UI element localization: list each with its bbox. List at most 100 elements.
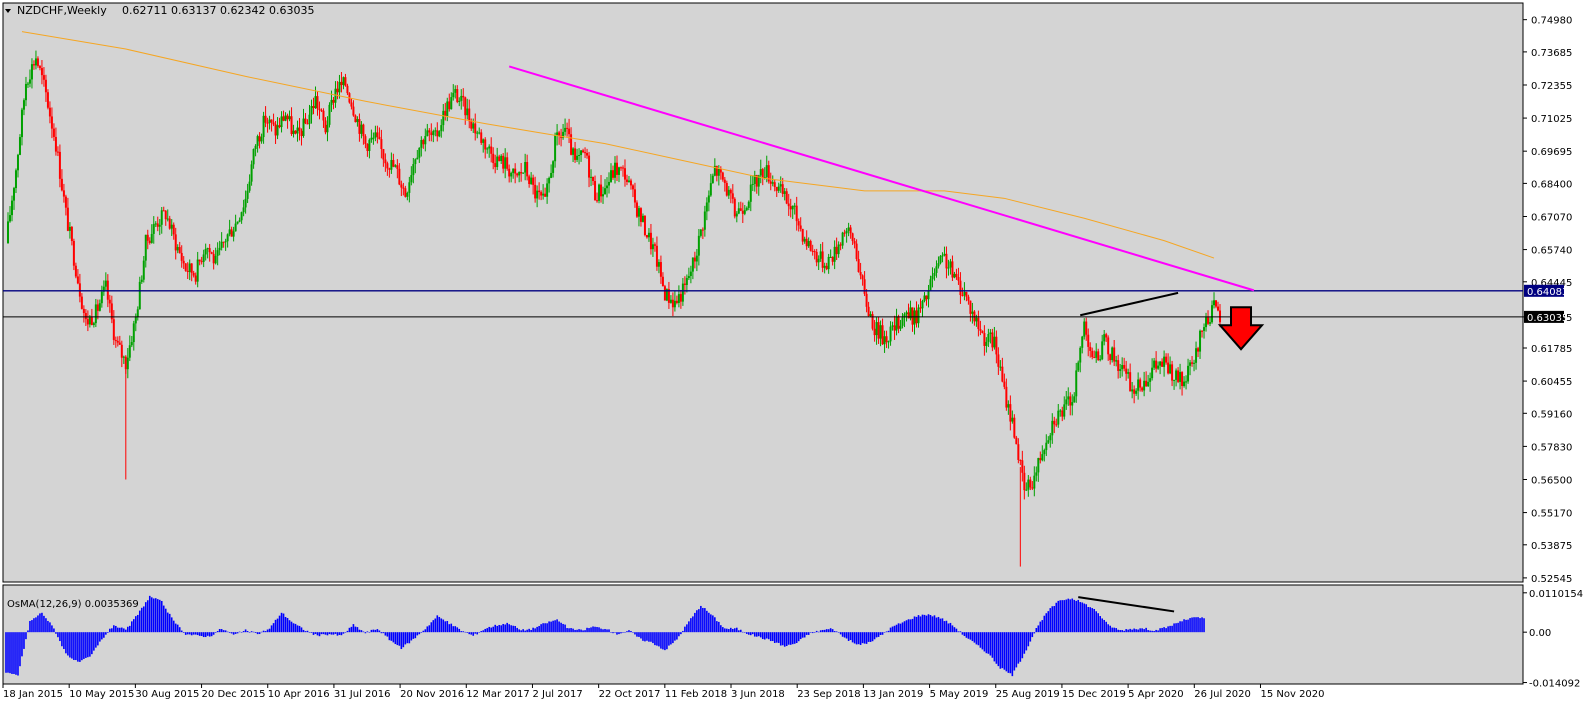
candle-body[interactable] <box>248 181 251 191</box>
candle-body[interactable] <box>681 283 684 302</box>
candle-body[interactable] <box>987 334 990 342</box>
candle-body[interactable] <box>733 198 736 217</box>
candle-body[interactable] <box>793 205 796 207</box>
candle-body[interactable] <box>795 205 798 222</box>
candle-body[interactable] <box>606 185 609 189</box>
candle-body[interactable] <box>715 165 718 176</box>
price-panel[interactable] <box>2 2 1524 583</box>
candle-body[interactable] <box>1167 362 1170 374</box>
candle-body[interactable] <box>901 317 904 326</box>
candle-body[interactable] <box>360 124 363 134</box>
candle-body[interactable] <box>512 168 515 174</box>
candle-body[interactable] <box>44 79 47 93</box>
candle-body[interactable] <box>432 131 435 136</box>
descending-trendline[interactable] <box>508 65 1255 292</box>
candle-body[interactable] <box>797 221 800 226</box>
candle-body[interactable] <box>300 130 303 137</box>
candle-body[interactable] <box>1119 369 1122 371</box>
candle-body[interactable] <box>675 300 678 303</box>
candle-body[interactable] <box>765 165 768 177</box>
candle-body[interactable] <box>1087 334 1090 347</box>
candle-body[interactable] <box>376 132 379 137</box>
candle-body[interactable] <box>82 308 85 314</box>
candle-body[interactable] <box>845 230 848 234</box>
candle-body[interactable] <box>380 139 383 150</box>
candle-body[interactable] <box>476 132 479 134</box>
candle-body[interactable] <box>975 317 978 322</box>
candle-body[interactable] <box>478 132 481 134</box>
candle-body[interactable] <box>176 247 179 251</box>
candle-body[interactable] <box>655 245 658 267</box>
candle-body[interactable] <box>665 289 668 301</box>
candle-body[interactable] <box>891 325 894 327</box>
candle-body[interactable] <box>945 253 948 269</box>
candle-body[interactable] <box>859 271 862 276</box>
candle-body[interactable] <box>50 116 53 129</box>
candle-body[interactable] <box>60 178 63 191</box>
candle-body[interactable] <box>667 289 670 303</box>
candle-body[interactable] <box>743 210 746 214</box>
candle-body[interactable] <box>871 314 874 329</box>
candle-body[interactable] <box>400 184 403 188</box>
candle-body[interactable] <box>454 89 457 93</box>
candle-body[interactable] <box>578 154 581 156</box>
candle-body[interactable] <box>927 290 930 300</box>
candle-body[interactable] <box>182 260 185 264</box>
candle-body[interactable] <box>14 170 17 189</box>
candle-body[interactable] <box>1053 420 1056 425</box>
candle-body[interactable] <box>118 342 121 345</box>
candle-body[interactable] <box>304 118 307 124</box>
candle-body[interactable] <box>536 190 539 199</box>
dropdown-triangle-icon[interactable] <box>5 9 11 13</box>
candle-body[interactable] <box>749 184 752 202</box>
candle-body[interactable] <box>128 345 131 358</box>
candle-body[interactable] <box>853 241 856 244</box>
candle-body[interactable] <box>777 186 780 191</box>
candle-body[interactable] <box>146 234 149 241</box>
candle-body[interactable] <box>164 210 167 220</box>
candle-body[interactable] <box>456 89 459 102</box>
candle-body[interactable] <box>28 79 31 84</box>
candle-body[interactable] <box>1127 372 1130 374</box>
candle-body[interactable] <box>480 132 483 143</box>
candle-body[interactable] <box>16 154 19 171</box>
candle-body[interactable] <box>568 128 571 135</box>
candle-body[interactable] <box>1191 362 1194 364</box>
candle-body[interactable] <box>1069 396 1072 406</box>
candle-body[interactable] <box>1169 364 1172 374</box>
candle-body[interactable] <box>342 77 345 86</box>
candle-body[interactable] <box>12 188 15 201</box>
candle-body[interactable] <box>266 122 269 124</box>
candle-body[interactable] <box>116 340 119 343</box>
candle-body[interactable] <box>1023 472 1026 491</box>
candle-body[interactable] <box>641 215 644 222</box>
candle-body[interactable] <box>200 261 203 263</box>
candle-body[interactable] <box>1185 381 1188 383</box>
candle-body[interactable] <box>635 202 638 217</box>
candle-body[interactable] <box>18 137 21 155</box>
candle-body[interactable] <box>388 168 391 170</box>
candle-body[interactable] <box>144 234 147 261</box>
candle-body[interactable] <box>895 316 898 331</box>
candle-body[interactable] <box>939 256 942 264</box>
candle-body[interactable] <box>242 207 245 213</box>
candle-body[interactable] <box>703 211 706 230</box>
candle-body[interactable] <box>592 176 595 182</box>
candle-body[interactable] <box>683 283 686 285</box>
candle-body[interactable] <box>1203 327 1206 331</box>
candle-body[interactable] <box>1049 435 1052 441</box>
candle-body[interactable] <box>244 198 247 208</box>
candle-body[interactable] <box>671 299 674 308</box>
candle-body[interactable] <box>931 275 934 280</box>
candle-body[interactable] <box>1095 351 1098 358</box>
candle-body[interactable] <box>861 275 864 280</box>
candle-body[interactable] <box>977 317 980 330</box>
candle-body[interactable] <box>54 136 57 152</box>
candle-body[interactable] <box>677 294 680 303</box>
candle-body[interactable] <box>631 185 634 190</box>
candle-body[interactable] <box>138 281 141 310</box>
candle-body[interactable] <box>1217 306 1220 311</box>
candle-body[interactable] <box>310 106 313 115</box>
candle-body[interactable] <box>170 224 173 229</box>
candle-body[interactable] <box>1089 346 1092 351</box>
